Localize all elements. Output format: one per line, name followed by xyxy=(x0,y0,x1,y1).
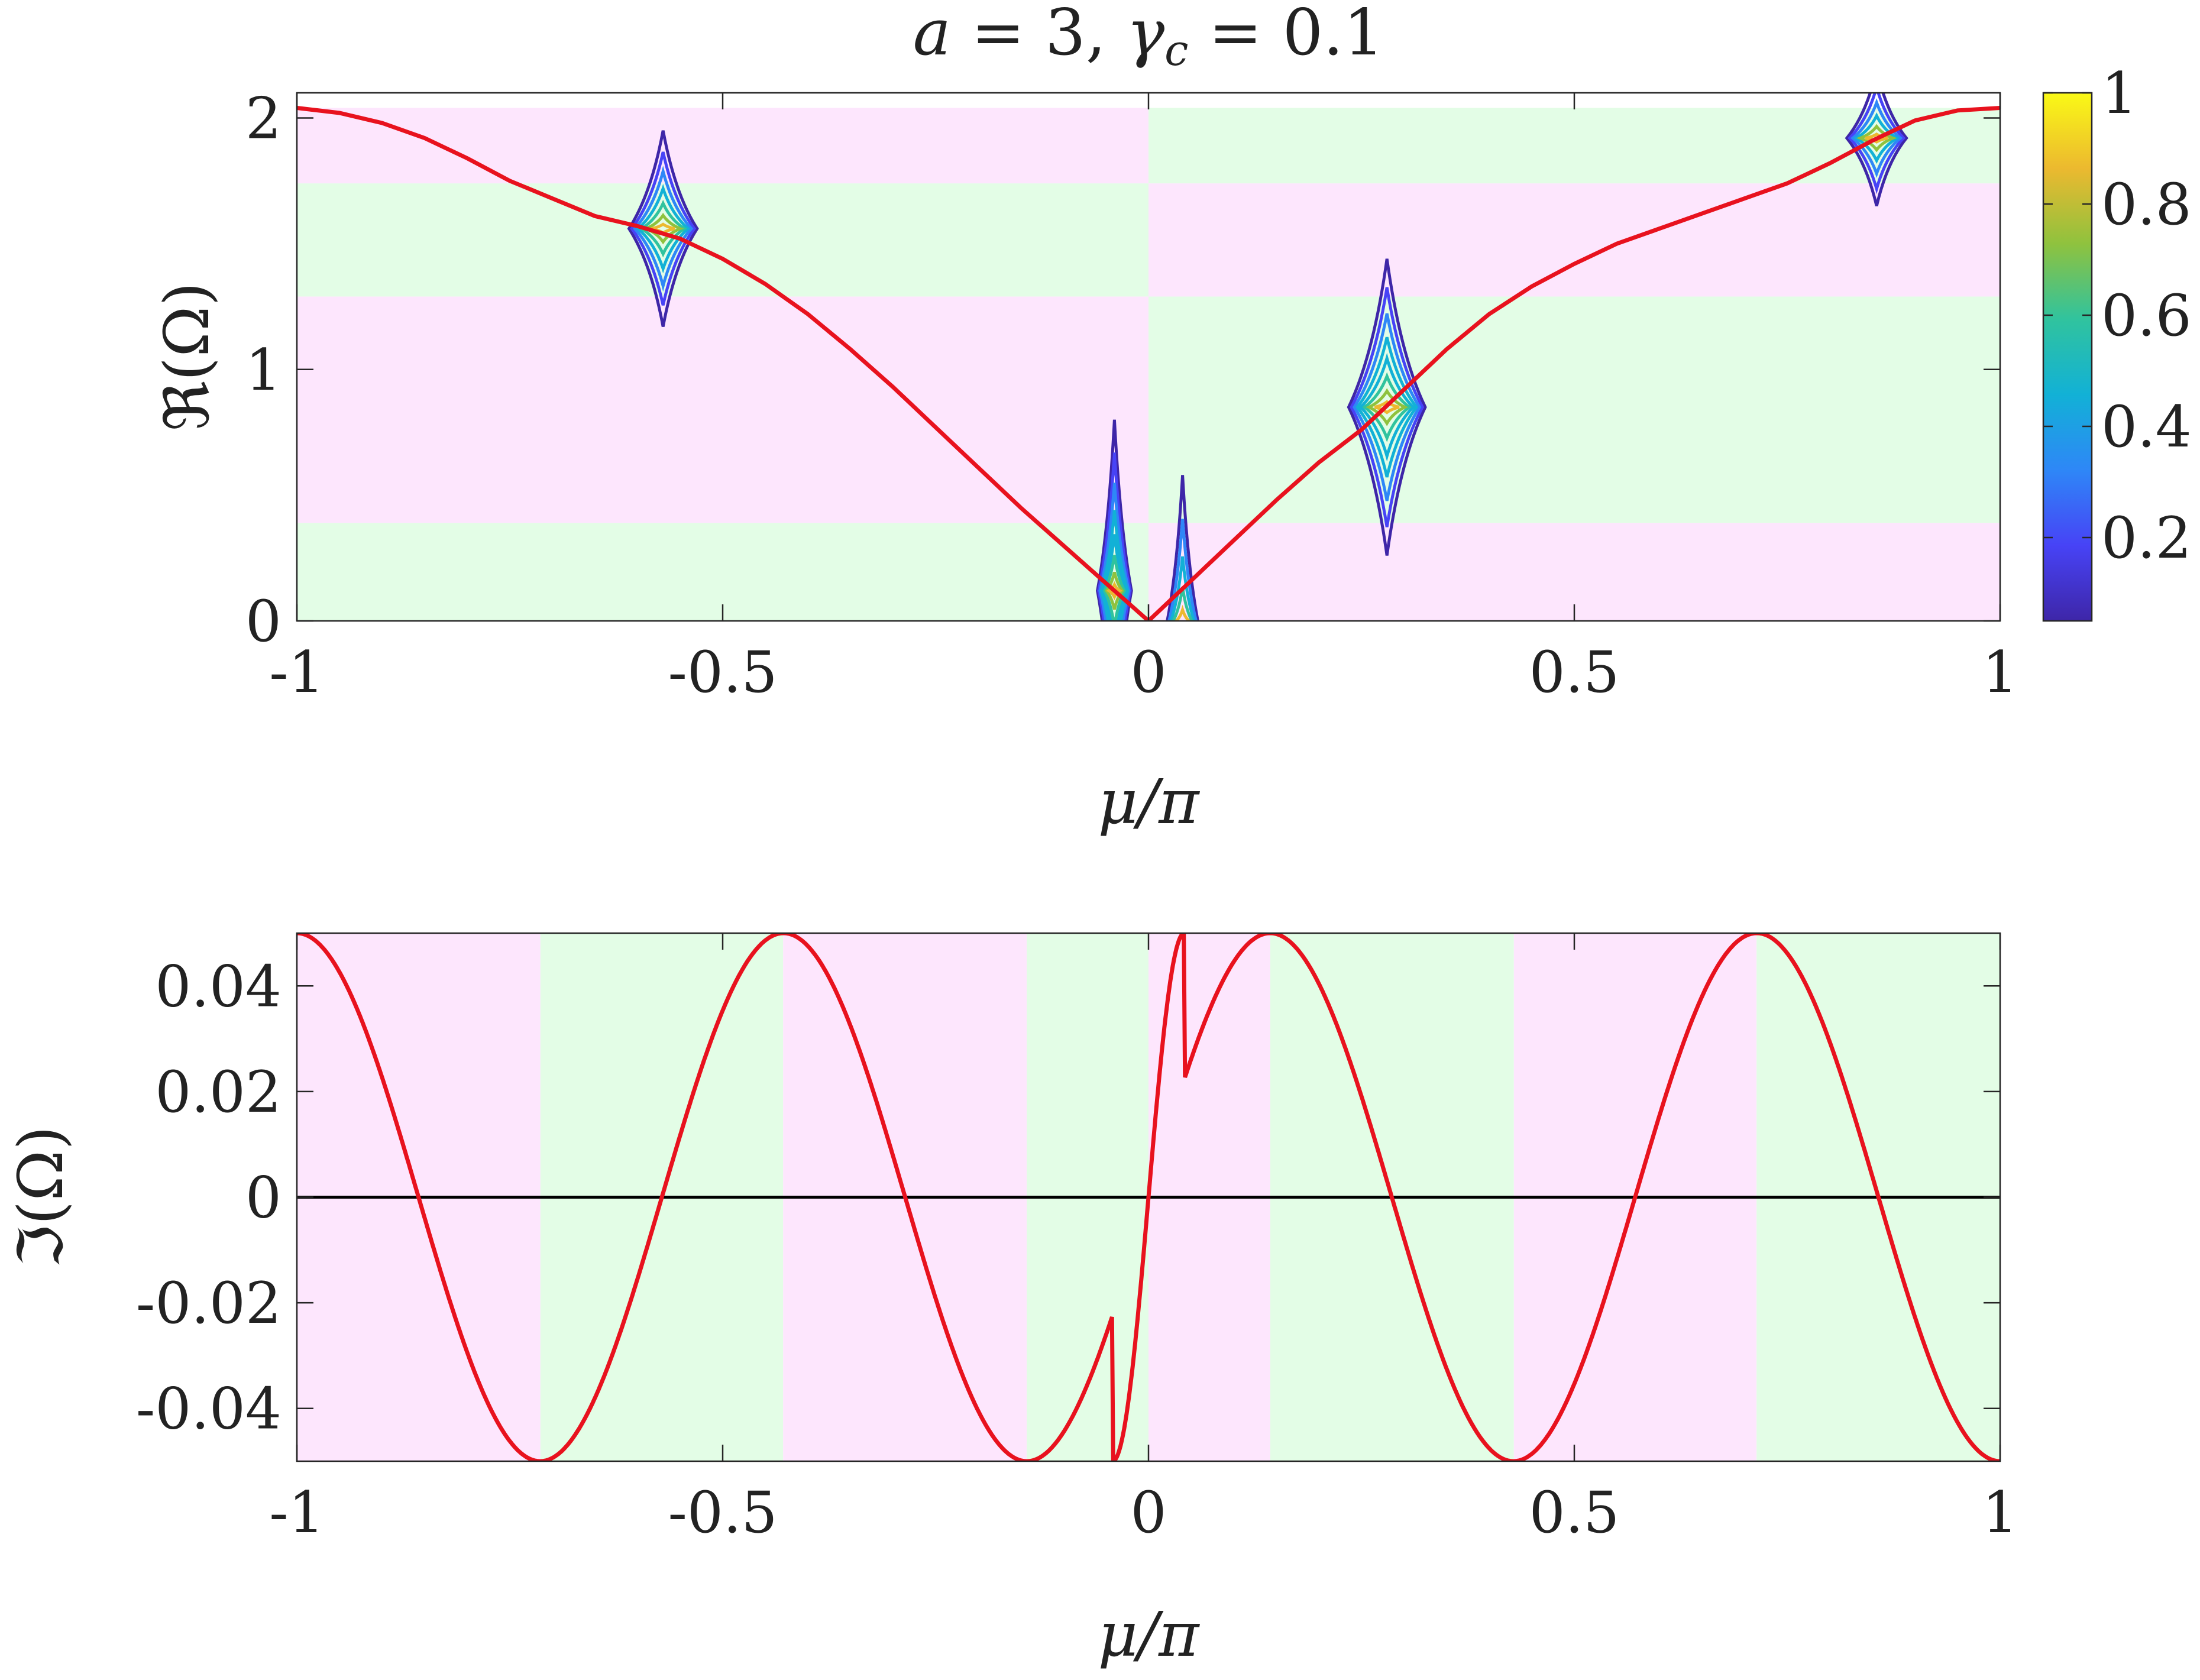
top-band-left-3 xyxy=(297,108,1148,184)
contour-level-1-3 xyxy=(1099,510,1130,621)
figure-title: a = 3, γc = 0.1 xyxy=(913,0,1384,75)
top-ytick-label: 0 xyxy=(245,588,282,655)
top-tick-labels: -1 -0.5 0 0.5 1 0 1 2 xyxy=(245,86,2018,705)
top-band-right-1 xyxy=(1148,296,2000,523)
bottom-ytick-label: 0.02 xyxy=(155,1059,282,1125)
contour-level-0-0 xyxy=(627,130,699,327)
colorbar-tick-label: 0.8 xyxy=(2101,171,2192,238)
bottom-ytick-label: -0.02 xyxy=(136,1270,282,1336)
top-x-axis-label: μ/π xyxy=(1098,766,1201,838)
colorbar-tick-label: 0.2 xyxy=(2101,505,2192,571)
bottom-y-axis-label: ℑ(Ω) xyxy=(5,1126,77,1268)
bottom-xtick-label: -1 xyxy=(269,1480,325,1546)
colorbar-tick-label: 1 xyxy=(2101,60,2137,127)
top-xtick-label: -0.5 xyxy=(668,639,777,705)
contour-level-1-1 xyxy=(1097,452,1132,621)
contour-level-0-2 xyxy=(632,166,694,292)
bottom-imag-part-line xyxy=(297,933,2000,1461)
top-band-right-2 xyxy=(1148,183,2000,297)
contour-level-4-0 xyxy=(1845,93,1908,206)
contour-level-2-4 xyxy=(1174,604,1191,621)
contour-level-0-3 xyxy=(636,184,691,274)
top-panel: -1 -0.5 0 0.5 1 0 1 2 μ/π ℜ(Ω) xyxy=(151,86,2018,838)
top-xtick-label: 0 xyxy=(1130,639,1166,705)
colorbar: 0.2 0.4 0.6 0.8 1 xyxy=(2042,60,2192,622)
contour-level-1-2 xyxy=(1098,483,1131,621)
colorbar-ticks: 0.2 0.4 0.6 0.8 1 xyxy=(2043,60,2192,571)
top-tick-marks xyxy=(296,93,2001,622)
top-xtick-label: 1 xyxy=(1982,639,2018,705)
top-band-left-1 xyxy=(297,296,1148,523)
contour-level-3-0 xyxy=(1347,258,1427,556)
bottom-xtick-label: -0.5 xyxy=(668,1480,777,1546)
colorbar-tick-label: 0.6 xyxy=(2101,283,2192,349)
contour-level-2-0 xyxy=(1166,475,1200,621)
bottom-xtick-label: 0 xyxy=(1130,1480,1166,1546)
contour-level-3-4 xyxy=(1358,352,1415,462)
contour-level-0-5 xyxy=(642,212,684,245)
contour-level-4-1 xyxy=(1848,93,1906,195)
contour-level-2-2 xyxy=(1169,556,1196,621)
contour-level-3-6 xyxy=(1366,388,1409,426)
bottom-x-axis-label: μ/π xyxy=(1098,1598,1201,1671)
bottom-tick-labels: -1 -0.5 0 0.5 1 -0.04 -0.02 0 0.02 0.04 xyxy=(136,953,2018,1546)
top-xtick-label: -1 xyxy=(269,639,325,705)
bottom-ytick-label: 0 xyxy=(245,1165,282,1231)
top-contours xyxy=(627,93,1908,621)
bottom-tick-marks xyxy=(296,933,2001,1461)
bottom-ytick-label: 0.04 xyxy=(155,953,282,1019)
top-y-axis-label: ℜ(Ω) xyxy=(151,282,223,431)
colorbar-gradient xyxy=(2042,92,2093,622)
bottom-ytick-label: -0.04 xyxy=(136,1376,282,1442)
contour-level-0-4 xyxy=(639,199,687,258)
contour-level-3-1 xyxy=(1350,287,1425,527)
top-real-part-line xyxy=(297,106,2000,621)
bottom-panel: -1 -0.5 0 0.5 1 -0.04 -0.02 0 0.02 0.04 μ/π ℑ(Ω) xyxy=(5,932,2018,1671)
contour-level-1-0 xyxy=(1096,419,1133,621)
top-xtick-label: 0.5 xyxy=(1529,639,1620,705)
contour-level-3-7 xyxy=(1374,400,1400,415)
top-ytick-label: 1 xyxy=(245,337,282,403)
colorbar-tick-label: 0.4 xyxy=(2101,394,2192,460)
contour-level-2-3 xyxy=(1172,587,1194,621)
contour-level-0-1 xyxy=(630,151,697,306)
contour-level-1-4 xyxy=(1101,534,1128,621)
top-band-left-2 xyxy=(297,183,1148,297)
contour-level-3-5 xyxy=(1362,372,1412,442)
top-background-bands xyxy=(297,108,2000,621)
bottom-xtick-label: 1 xyxy=(1982,1480,2018,1546)
top-ytick-label: 2 xyxy=(245,86,282,152)
bottom-xtick-label: 0.5 xyxy=(1529,1480,1620,1546)
